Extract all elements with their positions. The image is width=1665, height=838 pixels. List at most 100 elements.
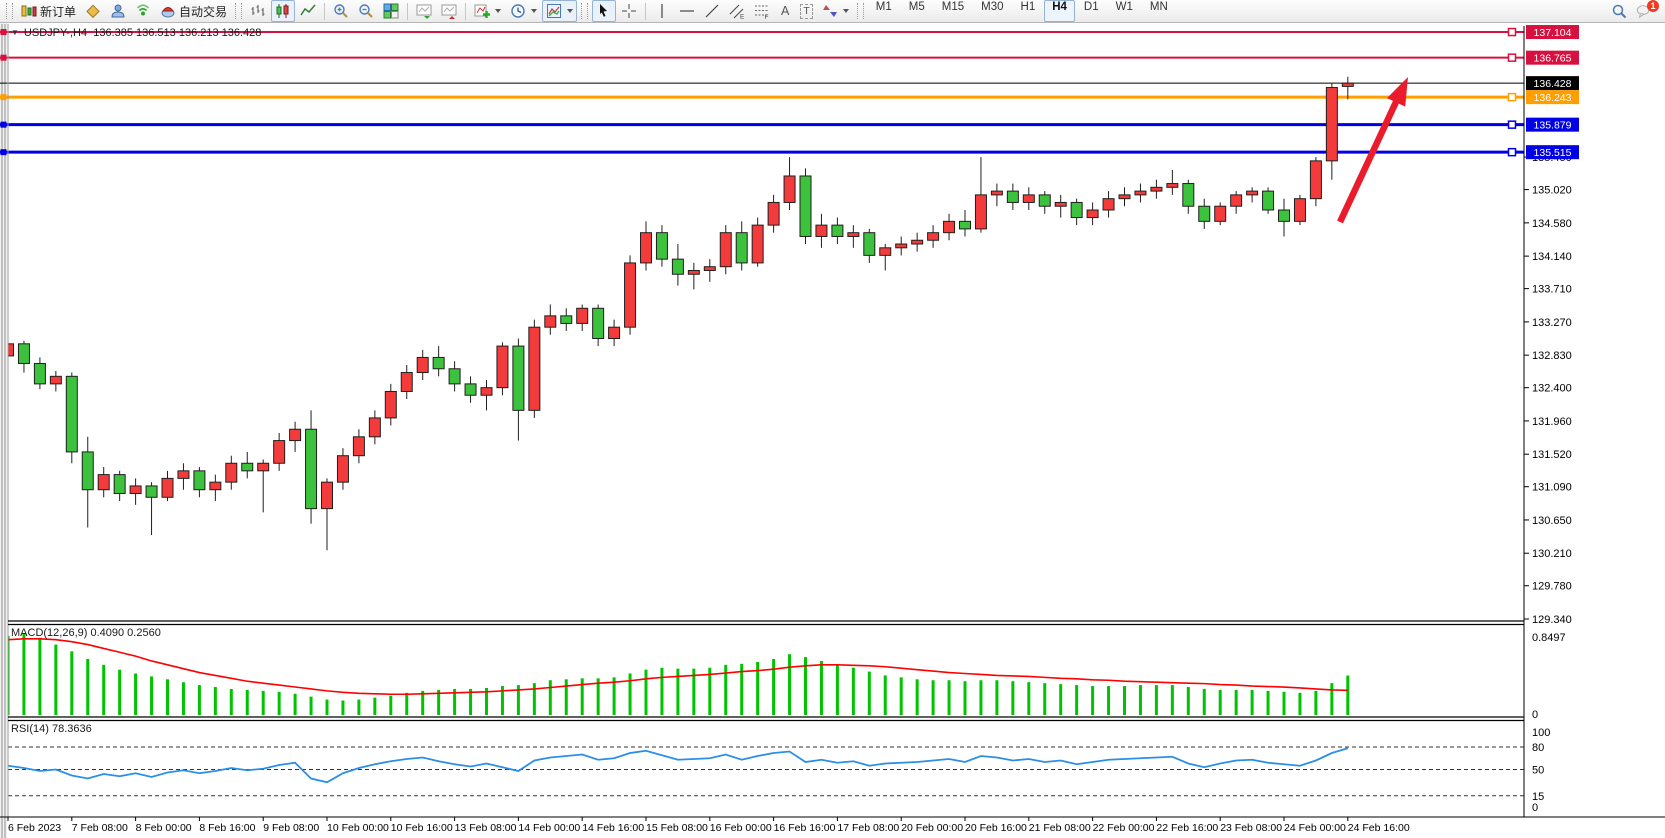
auto-scroll-icon [416, 4, 432, 19]
trend-arrow[interactable] [1337, 77, 1408, 224]
svg-text:100: 100 [1532, 727, 1550, 739]
svg-text:130.210: 130.210 [1532, 548, 1572, 560]
fibonacci-button[interactable]: F [750, 0, 774, 22]
timeframe-button-h1[interactable]: H1 [1020, 1, 1036, 13]
time-axis[interactable]: 6 Feb 2023 7 Feb 08:00 8 Feb 00:00 8 Feb 16… [7, 817, 1410, 834]
arrows-button[interactable] [818, 0, 853, 22]
crosshair-button[interactable] [617, 0, 641, 22]
timeframe-button-m1[interactable]: M1 [875, 1, 892, 13]
timeframe-button-w1[interactable]: W1 [1115, 1, 1133, 13]
timeframe-group: M1 M5 M15 M30 H1 H4 D1 W1 MN [868, 0, 1176, 22]
svg-text:21 Feb 08:00: 21 Feb 08:00 [1029, 822, 1091, 834]
svg-text:16 Feb 16:00: 16 Feb 16:00 [774, 822, 836, 834]
svg-text:135.020: 135.020 [1532, 185, 1572, 197]
svg-text:F: F [765, 14, 769, 19]
arrows-icon [822, 5, 837, 17]
tile-windows-button[interactable] [379, 0, 403, 22]
svg-text:10 Feb 00:00: 10 Feb 00:00 [327, 822, 389, 834]
price-level-lines[interactable] [0, 27, 1524, 157]
templates-button[interactable] [542, 0, 578, 22]
svg-text:15 Feb 08:00: 15 Feb 08:00 [646, 822, 708, 834]
svg-text:15: 15 [1532, 791, 1544, 803]
cursor-button[interactable] [592, 0, 617, 22]
periods-button[interactable] [506, 0, 541, 22]
svg-text:132.830: 132.830 [1532, 350, 1572, 362]
collapse-icon[interactable]: ▼ [11, 28, 19, 37]
price-axis[interactable]: 135.450135.020134.580134.140133.710133.2… [1524, 152, 1572, 626]
profile-button[interactable] [106, 0, 130, 22]
candlestick-chart-icon [276, 4, 289, 18]
svg-text:7 Feb 08:00: 7 Feb 08:00 [72, 822, 128, 834]
svg-text:17 Feb 08:00: 17 Feb 08:00 [837, 822, 899, 834]
crosshair-icon [622, 4, 637, 18]
line-chart-button[interactable] [296, 0, 320, 22]
text-label-icon: T [800, 3, 813, 19]
pane-borders [0, 24, 1665, 818]
svg-text:14 Feb 16:00: 14 Feb 16:00 [582, 822, 644, 834]
toolbar-grip[interactable] [581, 3, 589, 19]
toolbar-separator [465, 2, 467, 20]
text-button[interactable]: A [775, 0, 795, 22]
svg-text:8 Feb 16:00: 8 Feb 16:00 [199, 822, 255, 834]
svg-text:24 Feb 00:00: 24 Feb 00:00 [1284, 822, 1346, 834]
timeframe-button-m15[interactable]: M15 [941, 1, 965, 13]
dock-grip-strip[interactable] [0, 23, 7, 838]
svg-text:0: 0 [1532, 802, 1538, 814]
svg-text:22 Feb 00:00: 22 Feb 00:00 [1093, 822, 1155, 834]
timeframe-button-mn[interactable]: MN [1149, 1, 1168, 13]
text-tool-icon: A [781, 4, 790, 18]
search-button[interactable] [1607, 0, 1631, 22]
indicators-button[interactable] [470, 0, 505, 22]
svg-text:129.780: 129.780 [1532, 581, 1572, 593]
zoom-out-button[interactable] [354, 0, 378, 22]
svg-text:24 Feb 16:00: 24 Feb 16:00 [1348, 822, 1410, 834]
fibonacci-icon: F [755, 5, 769, 19]
svg-text:130.650: 130.650 [1532, 515, 1572, 527]
horizontal-line-button[interactable] [675, 0, 699, 22]
svg-text:131.090: 131.090 [1532, 482, 1572, 494]
chart-shift-button[interactable] [437, 0, 461, 22]
svg-text:6 Feb 2023: 6 Feb 2023 [8, 822, 61, 834]
chart-canvas[interactable]: 135.450135.020134.580134.140133.710133.2… [0, 23, 1665, 838]
text-label-button[interactable]: T [796, 0, 816, 22]
vertical-line-button[interactable] [650, 0, 674, 22]
timeframe-button-m5[interactable]: M5 [908, 1, 925, 13]
zoom-in-button[interactable] [329, 0, 353, 22]
timeframe-button-h4[interactable]: H4 [1044, 0, 1075, 22]
svg-text:E: E [740, 14, 745, 20]
svg-text:133.710: 133.710 [1532, 284, 1572, 296]
toolbar-grip[interactable] [6, 3, 13, 19]
auto-scroll-button[interactable] [412, 0, 436, 22]
signal-button[interactable] [131, 0, 155, 22]
auto-trading-button[interactable]: 自动交易 [156, 0, 231, 22]
macd-scale: 0.8497 0 [1532, 632, 1566, 721]
notifications-button[interactable]: 1 [1632, 0, 1659, 22]
equidistant-channel-button[interactable]: E [725, 0, 749, 22]
channel-icon: E [729, 4, 745, 20]
candlestick-chart-button[interactable] [271, 0, 296, 22]
gold-diamond-icon [86, 4, 100, 19]
symbol-ohlc-text: USDJPY-,H4 136.385 136.513 136.213 136.4… [23, 27, 262, 39]
svg-text:10 Feb 16:00: 10 Feb 16:00 [391, 822, 453, 834]
svg-text:129.340: 129.340 [1532, 614, 1572, 626]
bar-chart-button[interactable] [246, 0, 270, 22]
price-level-labels[interactable]: 137.104 136.765 136.428 136.243 135.879 135.5… [1526, 25, 1579, 160]
new-order-button[interactable]: 新订单 [17, 0, 80, 22]
rsi-scale: 100 80 50 150 [1532, 727, 1550, 814]
new-order-label: 新订单 [40, 4, 77, 19]
svg-text:22 Feb 16:00: 22 Feb 16:00 [1156, 822, 1218, 834]
toolbar-grip[interactable] [856, 3, 864, 19]
toolbar-separator [407, 2, 409, 20]
chevron-down-icon [842, 9, 849, 13]
svg-text:0.8497: 0.8497 [1532, 632, 1566, 644]
chevron-down-icon [495, 9, 502, 13]
macd-signal-line [8, 637, 1348, 696]
timeframe-button-d1[interactable]: D1 [1083, 1, 1099, 13]
timeframe-button-m30[interactable]: M30 [981, 1, 1004, 13]
svg-text:136.428: 136.428 [1534, 78, 1572, 90]
toolbar-grip[interactable] [235, 3, 243, 19]
profile-icon [111, 4, 125, 18]
trendline-button[interactable] [700, 0, 724, 22]
market-watch-button[interactable] [81, 0, 105, 22]
rsi-line [8, 747, 1349, 784]
